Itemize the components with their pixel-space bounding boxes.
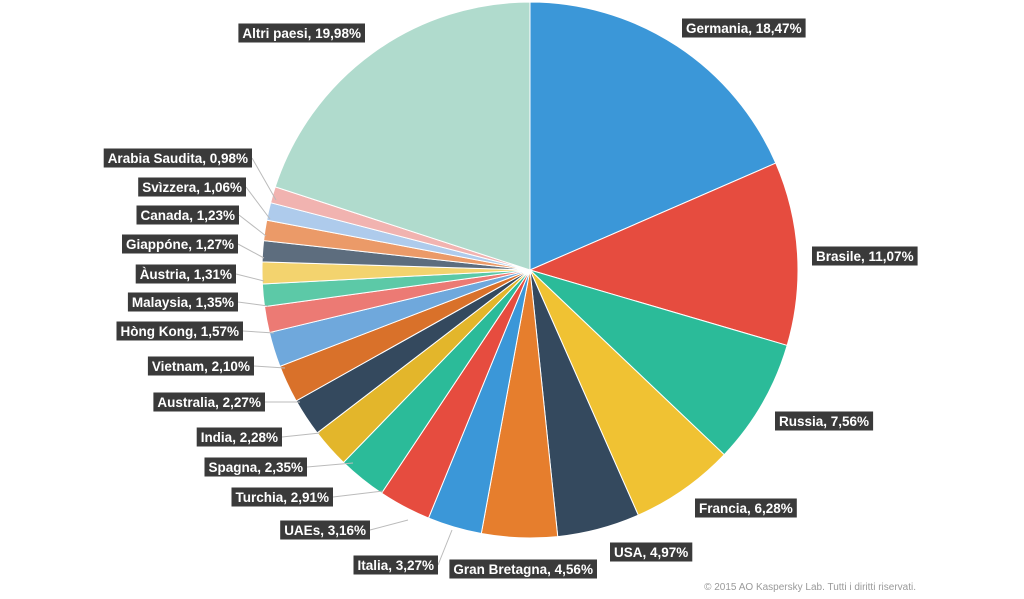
slice-label-text: USA, 4,97%	[614, 545, 688, 560]
slice-label: Malaysia, 1,35%	[127, 292, 238, 312]
slice-label: Hòng Kong, 1,57%	[116, 321, 243, 341]
slice-label: Àustria, 1,31%	[135, 264, 236, 284]
pie-slice-brasile	[528, 162, 799, 347]
slice-label: Gran Bretagna, 4,56%	[449, 559, 597, 579]
slice-label-box	[103, 148, 252, 168]
slice-label: Italia, 3,27%	[353, 555, 438, 575]
slice-label-box	[136, 205, 239, 225]
slice-label: Turchia, 2,91%	[231, 487, 333, 507]
slice-label-text: Altri paesi, 19,98%	[242, 26, 361, 41]
label-connector	[437, 529, 453, 566]
slice-label-text: Turchia, 2,91%	[236, 490, 330, 505]
label-connector	[253, 365, 286, 369]
label-connector	[369, 519, 409, 531]
copyright-notice: © 2015 AO Kaspersky Lab. Tutti i diritti…	[704, 582, 916, 593]
pie-slice-germania	[529, 1, 777, 271]
slice-label-box	[449, 559, 597, 579]
slice-label-box	[682, 18, 806, 38]
slice-label: India, 2,28%	[196, 427, 282, 447]
label-connector	[237, 301, 269, 307]
slice-label-text: Canada, 1,23%	[141, 208, 236, 223]
slice-label-text: Arabia Saudita, 0,98%	[108, 151, 248, 166]
slice-label: Francia, 6,28%	[695, 498, 797, 518]
slice-label: Canada, 1,23%	[136, 205, 239, 225]
slice-label-text: Germania, 18,47%	[686, 21, 802, 36]
slice-label-text: Gran Bretagna, 4,56%	[453, 562, 593, 577]
slice-label-text: India, 2,28%	[201, 430, 278, 445]
pie-slice-russia	[529, 269, 788, 456]
slice-label-box	[196, 427, 282, 447]
slice-label: USA, 4,97%	[610, 542, 693, 562]
label-connector	[235, 273, 265, 282]
label-connector	[237, 243, 265, 259]
slice-label: Altri paesi, 19,98%	[238, 23, 365, 43]
slice-label-box	[775, 411, 874, 431]
slice-label-box	[122, 234, 238, 254]
slice-label: Spagna, 2,35%	[204, 457, 307, 477]
slice-label-box	[695, 498, 797, 518]
slice-label-box	[353, 555, 438, 575]
label-connector	[238, 214, 267, 237]
slice-label-box	[238, 23, 365, 43]
slice-label-text: Spagna, 2,35%	[209, 460, 304, 475]
slice-label: Giappóne, 1,27%	[122, 234, 238, 254]
slice-label-box	[116, 321, 243, 341]
slice-label-box	[147, 356, 254, 376]
slice-label-box	[280, 520, 370, 540]
slice-label: Svìzzera, 1,06%	[138, 177, 246, 197]
slice-label: Australia, 2,27%	[153, 392, 265, 412]
slice-label: Russia, 7,56%	[775, 411, 874, 431]
slice-label-text: Malaysia, 1,35%	[132, 295, 234, 310]
slice-label: Germania, 18,47%	[682, 18, 806, 38]
label-connector	[251, 157, 277, 201]
slice-label-text: Vietnam, 2,10%	[152, 359, 250, 374]
slice-label-box	[231, 487, 333, 507]
pie-slice-altri-paesi	[274, 1, 531, 271]
slice-label-text: UAEs, 3,16%	[284, 523, 366, 538]
slice-label: Vietnam, 2,10%	[147, 356, 254, 376]
slice-label-box	[138, 177, 246, 197]
label-connector	[306, 462, 354, 468]
slice-label-box	[204, 457, 307, 477]
label-connector	[332, 490, 384, 498]
slice-label-text: Giappóne, 1,27%	[126, 237, 234, 252]
slice-label-text: Australia, 2,27%	[157, 395, 261, 410]
slice-label-box	[610, 542, 693, 562]
slice-label-text: Brasile, 11,07%	[816, 249, 914, 264]
slice-label-box	[812, 246, 918, 266]
label-connector	[242, 330, 275, 334]
slice-label-text: Hòng Kong, 1,57%	[121, 324, 240, 339]
slice-label-box	[135, 264, 236, 284]
slice-label-text: Francia, 6,28%	[699, 501, 793, 516]
slice-label: Brasile, 11,07%	[812, 246, 918, 266]
slice-label: UAEs, 3,16%	[280, 520, 370, 540]
slice-label-box	[127, 292, 238, 312]
slice-label-text: Italia, 3,27%	[358, 558, 435, 573]
label-connector	[245, 186, 271, 220]
slice-label-text: Àustria, 1,31%	[140, 267, 232, 282]
label-connector	[281, 432, 321, 438]
slice-label-text: Russia, 7,56%	[779, 414, 869, 429]
slice-label-text: Svìzzera, 1,06%	[142, 180, 242, 195]
slice-label: Arabia Saudita, 0,98%	[103, 148, 252, 168]
slice-label-box	[153, 392, 265, 412]
